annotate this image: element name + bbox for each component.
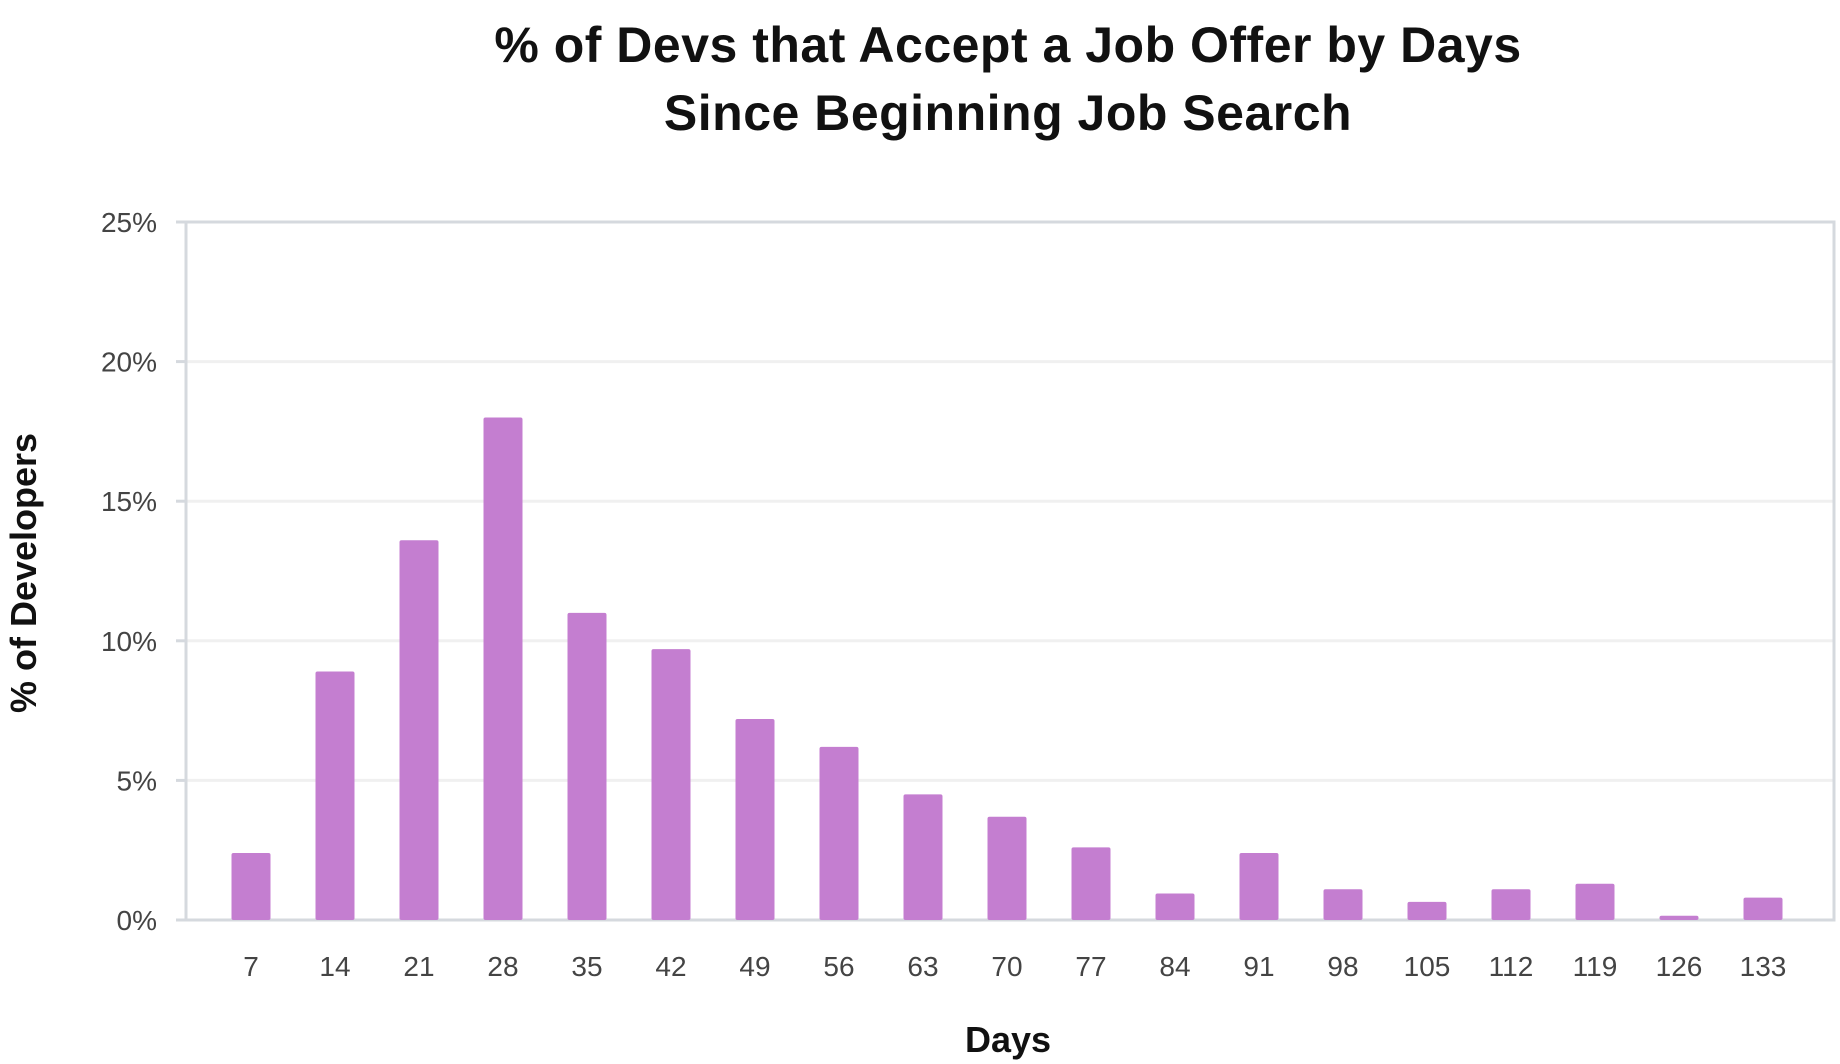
x-axis-ticks: 7 14 21 28 35 42 49 56 63 70 77 84 91 98 105 112 119 126 1… [243, 951, 1786, 982]
bar [315, 671, 355, 920]
x-tick-label: 56 [823, 951, 854, 982]
x-tick-label: 7 [243, 951, 259, 982]
x-tick-label: 98 [1327, 951, 1358, 982]
x-tick-label: 70 [991, 951, 1022, 982]
bar [735, 718, 775, 920]
x-tick-label: 91 [1243, 951, 1274, 982]
x-tick-label: 35 [571, 951, 602, 982]
x-tick-label: 21 [403, 951, 434, 982]
x-tick-label: 14 [319, 951, 350, 982]
bar [399, 540, 439, 920]
x-tick-label: 63 [907, 951, 938, 982]
bar [1155, 893, 1195, 920]
y-tick-label: 5% [117, 765, 157, 796]
chart-title-line-1: % of Devs that Accept a Job Offer by Day… [494, 17, 1521, 73]
y-tick-label: 10% [101, 626, 157, 657]
bar [1407, 901, 1447, 920]
x-tick-label: 42 [655, 951, 686, 982]
x-tick-label: 119 [1573, 951, 1618, 982]
x-tick-label: 112 [1489, 951, 1534, 982]
grid-lines [186, 360, 1834, 782]
bar [1491, 889, 1531, 920]
y-tick-label: 15% [101, 486, 157, 517]
bar [1659, 915, 1699, 920]
x-tick-label: 133 [1740, 951, 1787, 982]
bar [987, 816, 1027, 920]
bar [903, 794, 943, 920]
x-tick-label: 28 [487, 951, 518, 982]
chart-title-line-2: Since Beginning Job Search [664, 85, 1352, 141]
x-tick-label: 49 [739, 951, 770, 982]
bar [1323, 889, 1363, 920]
y-axis-label: % of Developers [3, 433, 44, 713]
x-tick-label: 77 [1075, 951, 1106, 982]
bar [567, 612, 607, 920]
y-axis-ticks: 0% 5% 10% 15% 20% 25% [101, 207, 186, 936]
y-tick-label: 20% [101, 347, 157, 378]
bar [819, 746, 859, 920]
x-tick-label: 126 [1656, 951, 1703, 982]
bar [1239, 852, 1279, 920]
x-tick-label: 84 [1159, 951, 1190, 982]
bars [231, 417, 1783, 920]
bar [1575, 883, 1615, 920]
y-tick-label: 0% [117, 905, 157, 936]
bar [1071, 847, 1111, 920]
bar [231, 852, 271, 920]
x-tick-label: 105 [1404, 951, 1451, 982]
bar [1743, 897, 1783, 920]
bar [651, 649, 691, 920]
x-axis-label: Days [965, 1019, 1051, 1060]
bar [483, 417, 523, 920]
y-tick-label: 25% [101, 207, 157, 238]
